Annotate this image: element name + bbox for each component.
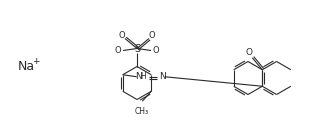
Text: N: N	[159, 72, 165, 81]
Text: S: S	[134, 43, 140, 54]
Text: +: +	[32, 58, 39, 67]
Text: O: O	[115, 46, 121, 55]
Text: H: H	[141, 72, 147, 81]
Text: O: O	[119, 31, 125, 40]
Text: N: N	[135, 72, 141, 81]
Text: O: O	[149, 31, 155, 40]
Text: Na: Na	[18, 60, 35, 74]
Text: O: O	[153, 46, 159, 55]
Text: CH₃: CH₃	[134, 107, 148, 116]
Text: O: O	[246, 48, 253, 57]
